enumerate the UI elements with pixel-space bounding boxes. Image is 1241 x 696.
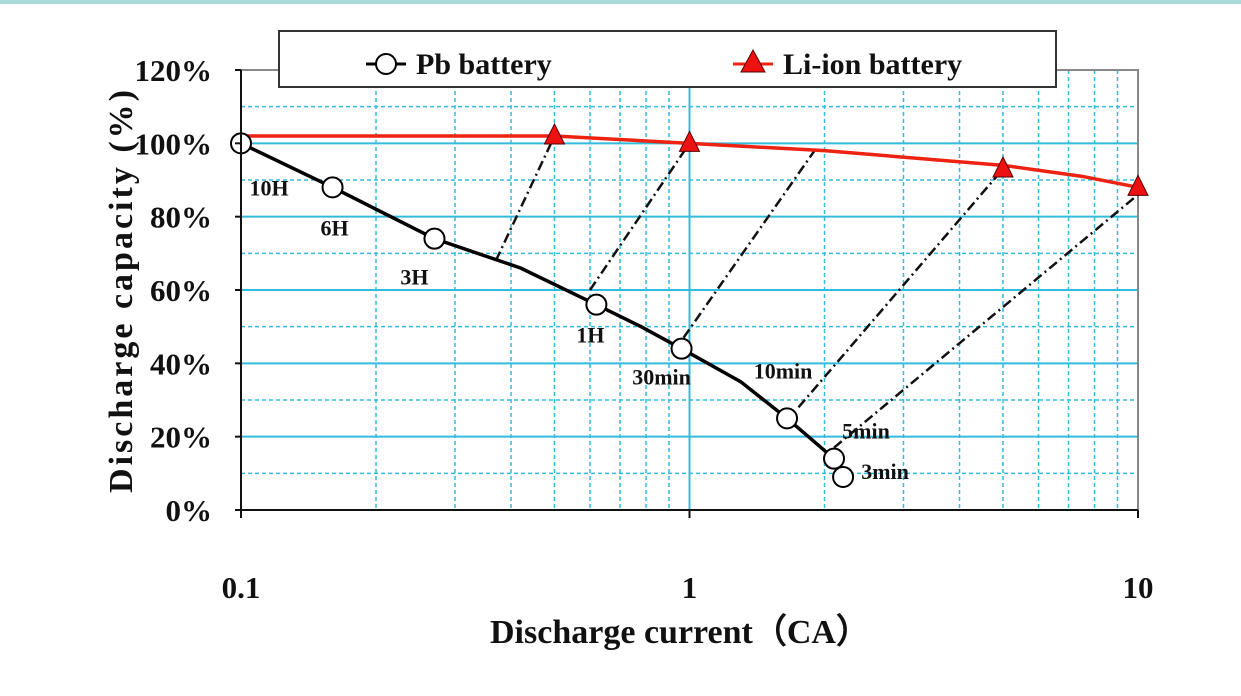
- y-axis: 0% 20% 40% 60% 80% 100% 120%: [135, 53, 242, 528]
- legend-box: [278, 30, 1057, 88]
- connector-line: [797, 168, 1004, 409]
- series-markers: [230, 122, 1149, 488]
- point-label: 5min: [842, 419, 890, 444]
- point-label: 6H: [320, 215, 348, 240]
- top-rule: [0, 0, 1241, 4]
- y-tick-label: 0%: [166, 493, 213, 528]
- pb-battery-point: [670, 337, 693, 360]
- y-tick-label: 60%: [150, 273, 212, 308]
- legend-li-marker: [740, 48, 766, 73]
- connector-lines: [494, 135, 1139, 449]
- x-tick-label: 10: [1123, 570, 1154, 605]
- connector-line: [833, 193, 1139, 449]
- li-ion-battery-point: [992, 155, 1014, 178]
- legend-li-label: Li-ion battery: [783, 48, 962, 81]
- y-tick-label: 20%: [150, 420, 212, 455]
- pb-battery-point: [832, 466, 855, 488]
- pb-battery-point: [321, 176, 344, 199]
- point-label: 10min: [754, 358, 813, 383]
- x-axis-title: Discharge current（CA）: [490, 612, 870, 651]
- connector-line: [682, 149, 816, 339]
- pb-battery-point: [585, 293, 608, 316]
- y-axis-title: Discharge capacity (%): [103, 87, 140, 493]
- point-label: 10H: [249, 175, 288, 200]
- grid-lines: [241, 70, 1138, 510]
- point-label: 3min: [861, 459, 909, 484]
- point-label: 3H: [400, 265, 428, 290]
- point-label: 30min: [632, 365, 691, 390]
- y-tick-label: 40%: [150, 346, 212, 381]
- y-tick-label: 120%: [135, 53, 213, 88]
- connector-line: [494, 135, 556, 262]
- pb-battery-point: [776, 407, 799, 430]
- y-tick-label: 100%: [135, 126, 213, 161]
- li-ion-battery-point: [1127, 174, 1149, 196]
- point-annotations: 10H 6H 3H 1H 30min 10min 5min 3min: [249, 175, 908, 484]
- x-tick-label: 1: [682, 570, 698, 605]
- point-label: 1H: [576, 323, 604, 348]
- x-tick-label: 0.1: [222, 570, 261, 605]
- pb-battery-point: [823, 447, 846, 470]
- li-ion-battery-point: [678, 130, 701, 152]
- legend-pb-marker: [375, 53, 397, 75]
- pb-battery-point: [423, 227, 446, 250]
- pb-battery-line: [240, 141, 836, 460]
- connector-line: [588, 142, 691, 291]
- y-tick-label: 80%: [150, 200, 212, 235]
- legend-pb-label: Pb battery: [416, 48, 552, 81]
- x-axis: 0.1 1 10: [222, 509, 1154, 605]
- li-ion-battery-point: [543, 122, 566, 145]
- legend: Pb battery Li-ion battery: [278, 30, 1057, 88]
